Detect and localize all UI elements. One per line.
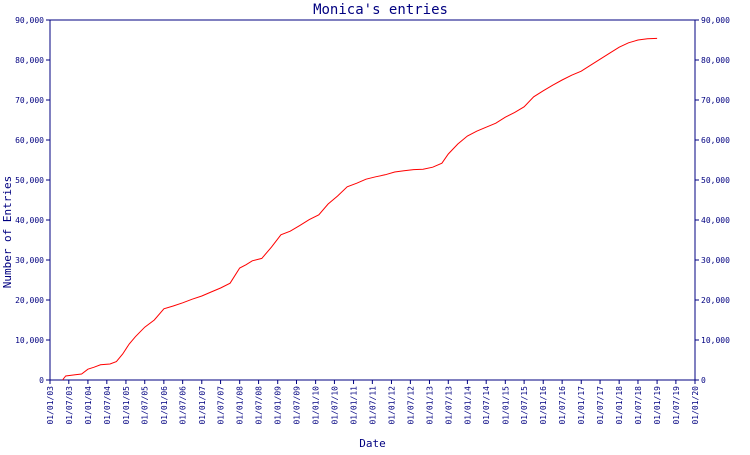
y-tick-label-right: 20,000 [701, 296, 730, 305]
x-tick-label: 01/01/14 [463, 386, 472, 425]
x-tick-label: 01/07/03 [65, 386, 74, 425]
x-tick-label: 01/01/17 [577, 386, 586, 425]
x-axis-label: Date [359, 437, 386, 450]
x-tick-label: 01/07/12 [406, 386, 415, 425]
x-tick-label: 01/01/05 [122, 386, 131, 425]
x-tick-label: 01/01/15 [501, 386, 510, 425]
x-tick-label: 01/07/07 [217, 386, 226, 425]
x-tick-label: 01/01/09 [274, 386, 283, 425]
y-tick-label-left: 10,000 [15, 336, 44, 345]
x-tick-label: 01/07/16 [558, 386, 567, 425]
y-tick-label-right: 40,000 [701, 216, 730, 225]
x-tick-label: 01/07/13 [444, 386, 453, 425]
x-tick-label: 01/07/18 [634, 386, 643, 425]
x-tick-label: 01/07/15 [520, 386, 529, 425]
x-tick-label: 01/01/08 [236, 386, 245, 425]
x-tick-label: 01/07/17 [596, 386, 605, 425]
x-tick-label: 01/01/18 [615, 386, 624, 425]
chart-title: Monica's entries [313, 2, 448, 18]
x-tick-label: 01/07/05 [141, 386, 150, 425]
x-tick-label: 01/07/11 [368, 386, 377, 425]
y-tick-label-left: 80,000 [15, 56, 44, 65]
y-tick-label-right: 80,000 [701, 56, 730, 65]
series-line [62, 37, 658, 381]
y-tick-label-left: 90,000 [15, 16, 44, 25]
x-tick-label: 01/01/03 [46, 386, 55, 425]
y-tick-label-right: 60,000 [701, 136, 730, 145]
x-tick-label: 01/07/19 [672, 386, 681, 425]
x-tick-label: 01/01/12 [387, 386, 396, 425]
x-tick-label: 01/01/06 [160, 386, 169, 425]
y-tick-label-right: 70,000 [701, 96, 730, 105]
x-tick-label: 01/07/06 [179, 386, 188, 425]
x-tick-label: 01/01/11 [350, 386, 359, 425]
x-tick-label: 01/07/10 [330, 386, 339, 425]
x-tick-label: 01/01/13 [425, 386, 434, 425]
y-tick-label-left: 0 [39, 376, 44, 385]
x-tick-label: 01/07/08 [255, 386, 264, 425]
x-tick-label: 01/07/14 [482, 386, 491, 425]
y-tick-label-right: 90,000 [701, 16, 730, 25]
y-tick-label-right: 50,000 [701, 176, 730, 185]
x-tick-label: 01/01/20 [691, 386, 700, 425]
x-tick-label: 01/01/10 [312, 386, 321, 425]
x-tick-label: 01/01/04 [84, 386, 93, 425]
y-tick-label-left: 50,000 [15, 176, 44, 185]
y-tick-label-right: 30,000 [701, 256, 730, 265]
x-tick-label: 01/01/07 [198, 386, 207, 425]
x-tick-label: 01/01/19 [653, 386, 662, 425]
x-tick-label: 01/07/04 [103, 386, 112, 425]
y-tick-label-right: 0 [701, 376, 706, 385]
y-axis-label: Number of Entries [1, 176, 14, 289]
y-tick-label-right: 10,000 [701, 336, 730, 345]
y-tick-label-left: 60,000 [15, 136, 44, 145]
y-tick-label-left: 20,000 [15, 296, 44, 305]
y-tick-label-left: 40,000 [15, 216, 44, 225]
x-tick-label: 01/01/16 [539, 386, 548, 425]
y-tick-label-left: 30,000 [15, 256, 44, 265]
x-tick-label: 01/07/09 [293, 386, 302, 425]
y-tick-label-left: 70,000 [15, 96, 44, 105]
